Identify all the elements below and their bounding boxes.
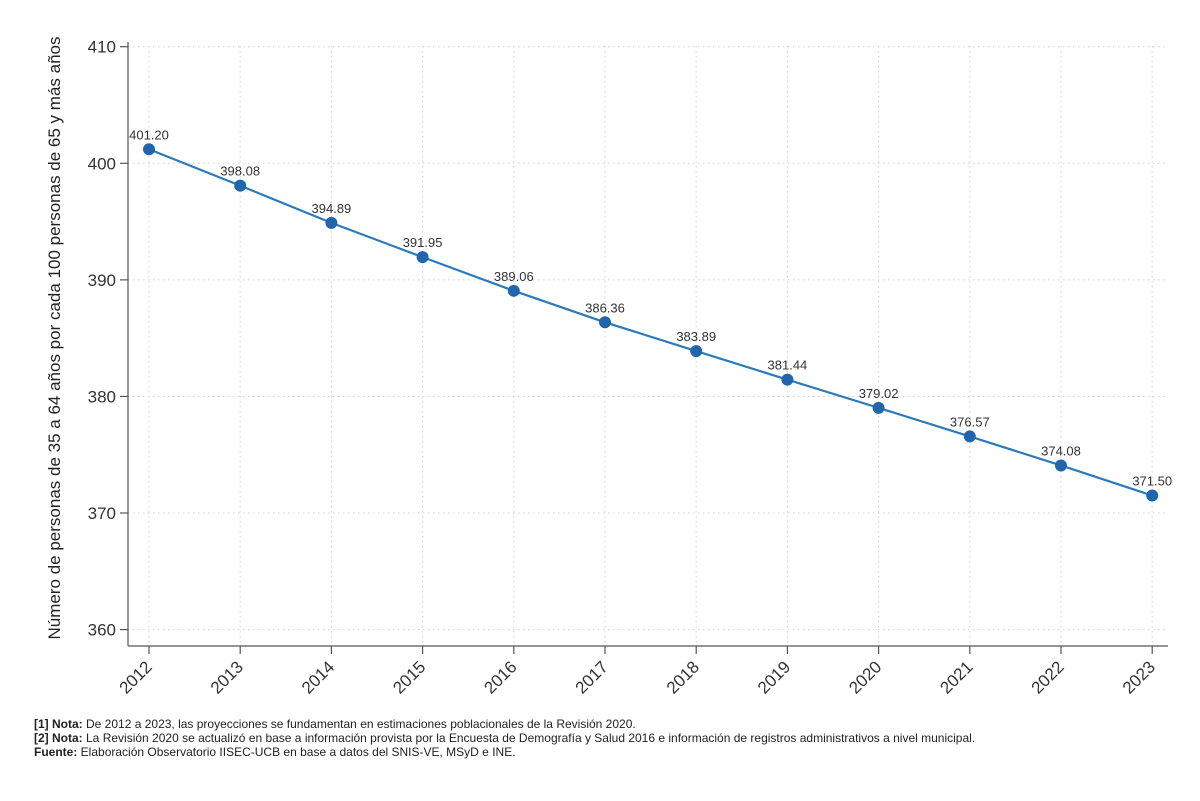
x-tick-label: 2023 xyxy=(1119,657,1159,697)
data-point xyxy=(781,373,794,386)
source-note: Fuente: Elaboración Observatorio IISEC-U… xyxy=(34,745,1174,759)
x-tick-label: 2020 xyxy=(845,657,885,697)
x-tick-label: 2018 xyxy=(663,657,703,697)
x-tick-label: 2016 xyxy=(480,657,520,697)
x-tick-label: 2015 xyxy=(389,657,429,697)
note-1-text: De 2012 a 2023, las proyecciones se fund… xyxy=(82,717,636,731)
data-point xyxy=(325,216,338,229)
axes xyxy=(120,42,1168,654)
y-tick-label: 410 xyxy=(88,38,116,57)
data-label: 394.89 xyxy=(312,201,352,216)
y-tick-label: 360 xyxy=(88,621,116,640)
x-tick-label: 2021 xyxy=(936,657,976,697)
y-axis-label: Número de personas de 35 a 64 años por c… xyxy=(45,37,64,640)
source-tag: Fuente: xyxy=(34,745,78,759)
data-point xyxy=(872,401,885,414)
data-label: 371.50 xyxy=(1132,474,1172,489)
y-tick-label: 380 xyxy=(88,387,116,406)
x-tick-label: 2019 xyxy=(754,657,794,697)
data-point xyxy=(599,316,611,329)
note-2: [2] Nota: La Revisión 2020 se actualizó … xyxy=(34,731,1174,745)
data-point xyxy=(143,143,155,156)
note-1-tag: [1] Nota: xyxy=(34,717,83,731)
data-point xyxy=(416,251,429,264)
grid xyxy=(128,46,1168,646)
data-point xyxy=(507,284,520,297)
data-point xyxy=(963,430,976,443)
data-point xyxy=(690,345,703,358)
data-label: 391.95 xyxy=(403,235,443,250)
data-label: 401.20 xyxy=(129,127,169,142)
data-label: 383.89 xyxy=(676,329,716,344)
y-tick-label: 390 xyxy=(88,271,116,290)
note-1: [1] Nota: De 2012 a 2023, las proyeccion… xyxy=(34,717,1174,731)
data-label: 381.44 xyxy=(768,358,808,373)
series-line xyxy=(148,148,1153,497)
data-labels: 401.20 398.08 394.89 391.95 389.06 386.36 383.… xyxy=(129,127,1172,488)
x-tick-label: 2022 xyxy=(1028,657,1068,697)
data-label: 389.06 xyxy=(494,269,534,284)
data-label: 379.02 xyxy=(859,386,899,401)
data-series xyxy=(143,143,1159,502)
data-label: 374.08 xyxy=(1041,443,1081,458)
line-chart: 360 370 380 390 400 410 2012 2013 2014 2015 2016 20… xyxy=(45,37,1172,698)
y-tick-label: 400 xyxy=(88,154,116,173)
data-point xyxy=(1055,459,1067,472)
x-tick-label: 2012 xyxy=(116,657,156,697)
x-tick-label: 2014 xyxy=(298,657,338,697)
x-tick-label: 2017 xyxy=(572,657,612,697)
data-point xyxy=(234,179,247,192)
y-tick-label: 370 xyxy=(88,504,116,523)
x-tick-label: 2013 xyxy=(207,657,247,697)
data-label: 376.57 xyxy=(950,414,990,429)
data-label: 386.36 xyxy=(585,300,625,315)
note-2-tag: [2] Nota: xyxy=(34,731,83,745)
source-text: Elaboración Observatorio IISEC-UCB en ba… xyxy=(77,745,516,759)
footnotes: [1] Nota: De 2012 a 2023, las proyeccion… xyxy=(34,717,1174,759)
note-2-text: La Revisión 2020 se actualizó en base a … xyxy=(82,731,976,745)
data-point xyxy=(1146,489,1159,502)
tick-labels: 360 370 380 390 400 410 2012 2013 2014 2015 2016 20… xyxy=(88,38,1159,698)
data-label: 398.08 xyxy=(220,164,260,179)
